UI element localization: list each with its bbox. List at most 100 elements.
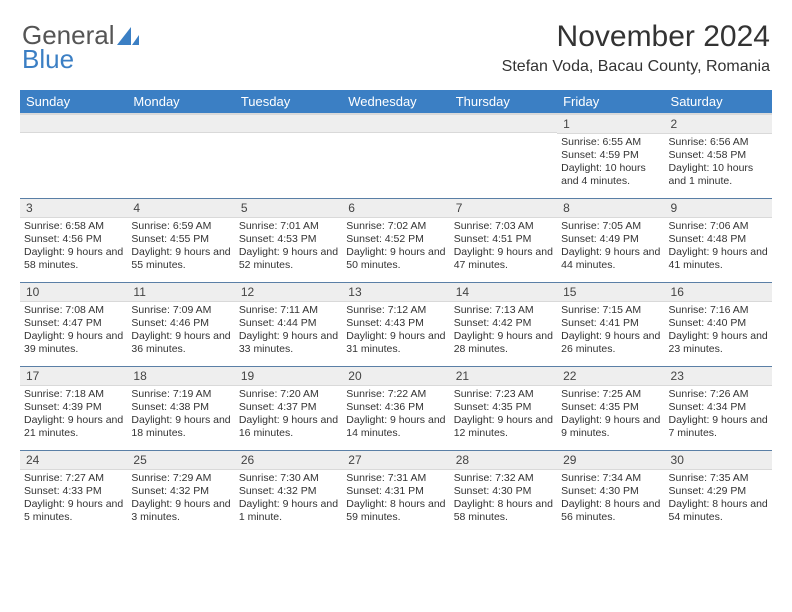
sunset-line: Sunset: 4:41 PM [561,317,660,330]
calendar-cell: 3Sunrise: 6:58 AMSunset: 4:56 PMDaylight… [20,198,127,282]
location-subtitle: Stefan Voda, Bacau County, Romania [502,58,770,76]
day-details: Sunrise: 7:11 AMSunset: 4:44 PMDaylight:… [235,302,342,361]
calendar-cell: 25Sunrise: 7:29 AMSunset: 4:32 PMDayligh… [127,450,234,534]
day-details: Sunrise: 7:27 AMSunset: 4:33 PMDaylight:… [20,470,127,529]
day-header: Sunday [20,90,127,114]
sunrise-line: Sunrise: 7:06 AM [669,220,768,233]
sunset-line: Sunset: 4:43 PM [346,317,445,330]
day-details: Sunrise: 7:15 AMSunset: 4:41 PMDaylight:… [557,302,664,361]
sunset-line: Sunset: 4:33 PM [24,485,123,498]
sunset-line: Sunset: 4:35 PM [561,401,660,414]
sunrise-line: Sunrise: 7:32 AM [454,472,553,485]
daylight-line: Daylight: 9 hours and 41 minutes. [669,246,768,272]
sunset-line: Sunset: 4:44 PM [239,317,338,330]
calendar-cell: 22Sunrise: 7:25 AMSunset: 4:35 PMDayligh… [557,366,664,450]
day-number: 17 [20,367,127,386]
day-details: Sunrise: 6:56 AMSunset: 4:58 PMDaylight:… [665,134,772,193]
day-number: 19 [235,367,342,386]
day-details: Sunrise: 7:30 AMSunset: 4:32 PMDaylight:… [235,470,342,529]
sunset-line: Sunset: 4:34 PM [669,401,768,414]
sunset-line: Sunset: 4:51 PM [454,233,553,246]
calendar-cell: 8Sunrise: 7:05 AMSunset: 4:49 PMDaylight… [557,198,664,282]
day-number: 12 [235,283,342,302]
calendar-cell: 27Sunrise: 7:31 AMSunset: 4:31 PMDayligh… [342,450,449,534]
daylight-line: Daylight: 8 hours and 58 minutes. [454,498,553,524]
daylight-line: Daylight: 9 hours and 58 minutes. [24,246,123,272]
sunset-line: Sunset: 4:36 PM [346,401,445,414]
day-number: 22 [557,367,664,386]
sunset-line: Sunset: 4:58 PM [669,149,768,162]
day-number: 9 [665,199,772,218]
day-number [450,115,557,133]
daylight-line: Daylight: 9 hours and 1 minute. [239,498,338,524]
calendar-cell: 5Sunrise: 7:01 AMSunset: 4:53 PMDaylight… [235,198,342,282]
day-header: Tuesday [235,90,342,114]
calendar-cell: 4Sunrise: 6:59 AMSunset: 4:55 PMDaylight… [127,198,234,282]
sunrise-line: Sunrise: 7:26 AM [669,388,768,401]
sunset-line: Sunset: 4:59 PM [561,149,660,162]
day-number: 11 [127,283,234,302]
daylight-line: Daylight: 9 hours and 31 minutes. [346,330,445,356]
day-details: Sunrise: 7:26 AMSunset: 4:34 PMDaylight:… [665,386,772,445]
sunset-line: Sunset: 4:29 PM [669,485,768,498]
day-number: 20 [342,367,449,386]
day-details: Sunrise: 7:23 AMSunset: 4:35 PMDaylight:… [450,386,557,445]
day-number [20,115,127,133]
day-number: 16 [665,283,772,302]
sunset-line: Sunset: 4:42 PM [454,317,553,330]
day-details: Sunrise: 7:16 AMSunset: 4:40 PMDaylight:… [665,302,772,361]
calendar-cell: 23Sunrise: 7:26 AMSunset: 4:34 PMDayligh… [665,366,772,450]
day-number: 18 [127,367,234,386]
calendar-cell: 17Sunrise: 7:18 AMSunset: 4:39 PMDayligh… [20,366,127,450]
calendar-table: SundayMondayTuesdayWednesdayThursdayFrid… [20,90,772,534]
sunrise-line: Sunrise: 7:16 AM [669,304,768,317]
logo-text-blue: Blue [22,44,74,75]
day-number: 6 [342,199,449,218]
daylight-line: Daylight: 9 hours and 3 minutes. [131,498,230,524]
daylight-line: Daylight: 9 hours and 28 minutes. [454,330,553,356]
day-number: 28 [450,451,557,470]
sunrise-line: Sunrise: 7:23 AM [454,388,553,401]
calendar-cell: 16Sunrise: 7:16 AMSunset: 4:40 PMDayligh… [665,282,772,366]
daylight-line: Daylight: 9 hours and 7 minutes. [669,414,768,440]
calendar-cell: 11Sunrise: 7:09 AMSunset: 4:46 PMDayligh… [127,282,234,366]
day-number: 14 [450,283,557,302]
sunset-line: Sunset: 4:48 PM [669,233,768,246]
calendar-cell: 10Sunrise: 7:08 AMSunset: 4:47 PMDayligh… [20,282,127,366]
day-details: Sunrise: 6:58 AMSunset: 4:56 PMDaylight:… [20,218,127,277]
sunrise-line: Sunrise: 7:30 AM [239,472,338,485]
day-number: 13 [342,283,449,302]
sunset-line: Sunset: 4:38 PM [131,401,230,414]
day-header: Monday [127,90,234,114]
daylight-line: Daylight: 9 hours and 50 minutes. [346,246,445,272]
day-details: Sunrise: 7:12 AMSunset: 4:43 PMDaylight:… [342,302,449,361]
sunset-line: Sunset: 4:30 PM [454,485,553,498]
day-number: 3 [20,199,127,218]
day-details: Sunrise: 7:32 AMSunset: 4:30 PMDaylight:… [450,470,557,529]
calendar-week-row: 10Sunrise: 7:08 AMSunset: 4:47 PMDayligh… [20,282,772,366]
calendar-week-row: 3Sunrise: 6:58 AMSunset: 4:56 PMDaylight… [20,198,772,282]
day-header: Saturday [665,90,772,114]
day-details: Sunrise: 6:59 AMSunset: 4:55 PMDaylight:… [127,218,234,277]
sunset-line: Sunset: 4:35 PM [454,401,553,414]
daylight-line: Daylight: 9 hours and 12 minutes. [454,414,553,440]
daylight-line: Daylight: 9 hours and 39 minutes. [24,330,123,356]
calendar-cell: 20Sunrise: 7:22 AMSunset: 4:36 PMDayligh… [342,366,449,450]
calendar-cell [450,114,557,198]
day-number: 25 [127,451,234,470]
sunset-line: Sunset: 4:32 PM [239,485,338,498]
day-details: Sunrise: 7:02 AMSunset: 4:52 PMDaylight:… [342,218,449,277]
sunrise-line: Sunrise: 6:58 AM [24,220,123,233]
day-number: 26 [235,451,342,470]
sunrise-line: Sunrise: 7:29 AM [131,472,230,485]
calendar-cell: 28Sunrise: 7:32 AMSunset: 4:30 PMDayligh… [450,450,557,534]
day-number: 8 [557,199,664,218]
sunrise-line: Sunrise: 6:56 AM [669,136,768,149]
calendar-cell [20,114,127,198]
sunrise-line: Sunrise: 7:08 AM [24,304,123,317]
sunrise-line: Sunrise: 6:55 AM [561,136,660,149]
calendar-cell: 30Sunrise: 7:35 AMSunset: 4:29 PMDayligh… [665,450,772,534]
day-number: 27 [342,451,449,470]
day-details: Sunrise: 7:19 AMSunset: 4:38 PMDaylight:… [127,386,234,445]
sunset-line: Sunset: 4:47 PM [24,317,123,330]
